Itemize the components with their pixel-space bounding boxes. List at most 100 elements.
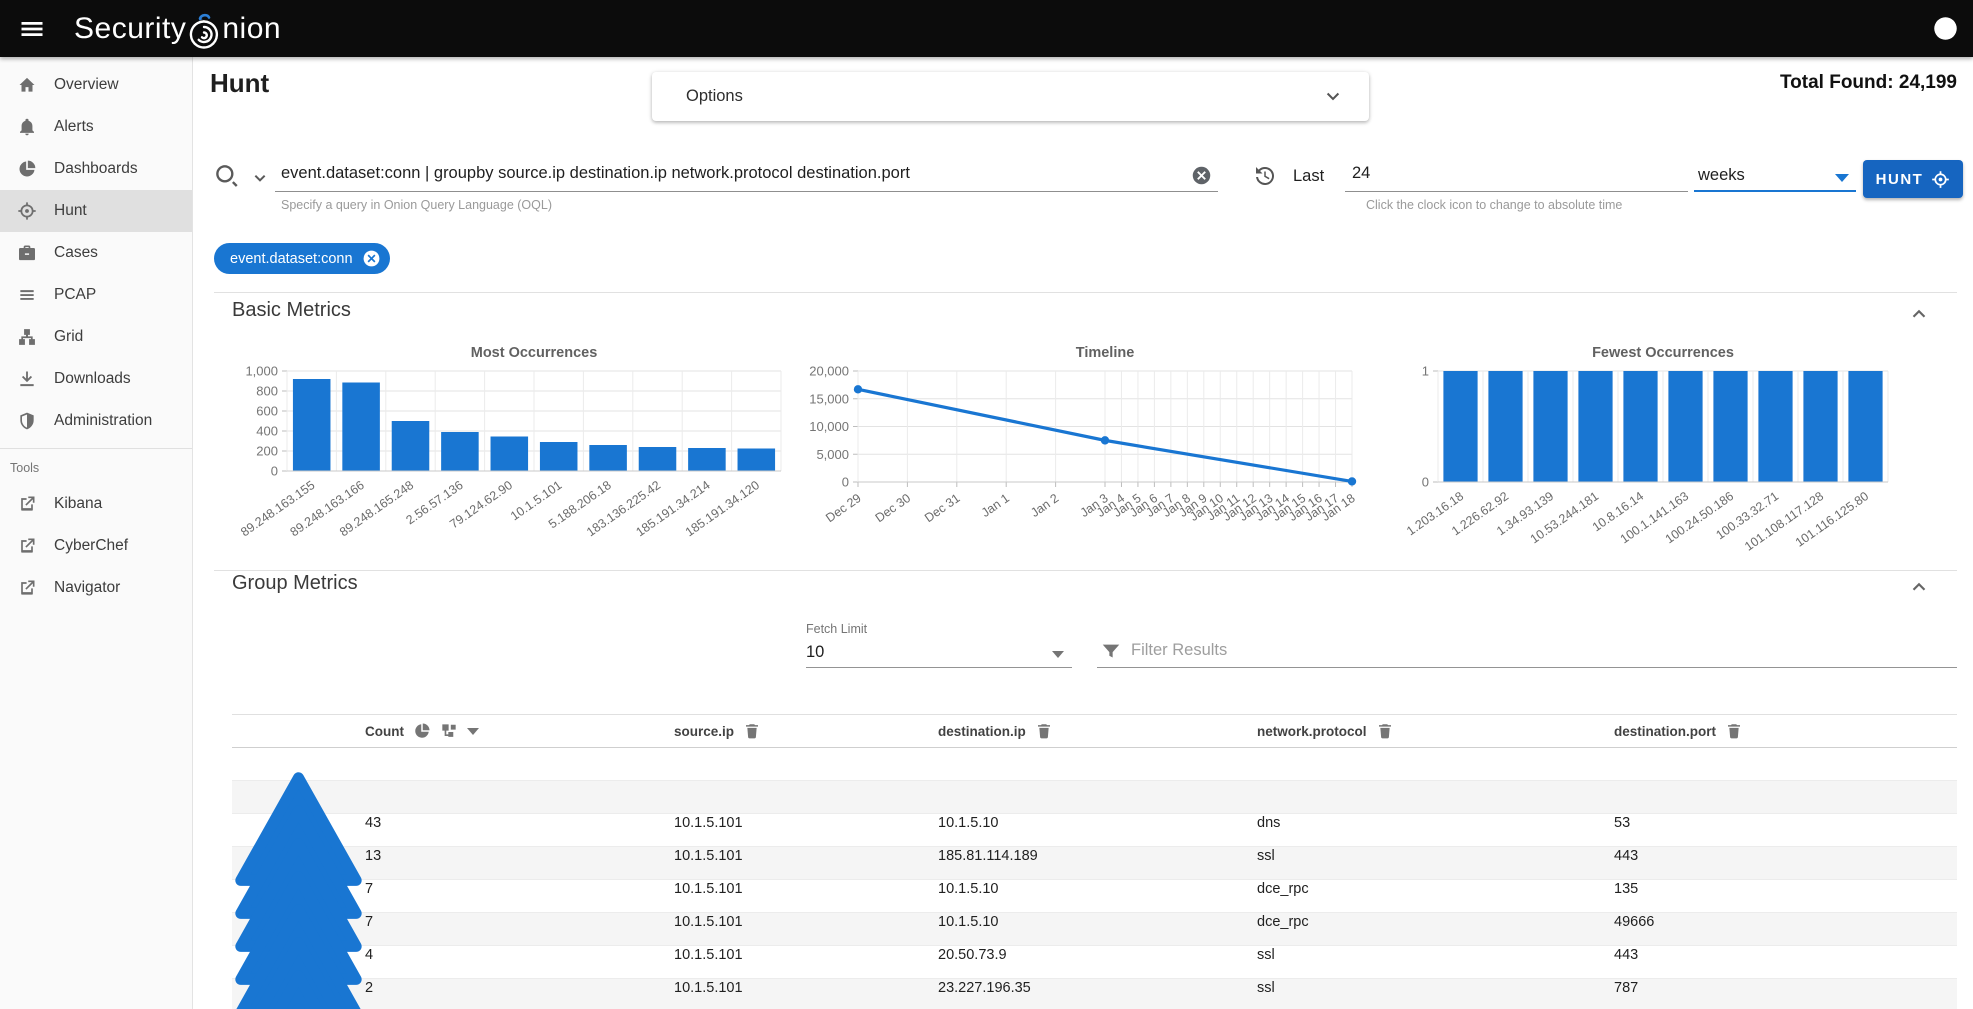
filter-chip[interactable]: event.dataset:conn xyxy=(214,243,390,274)
table-row: 210.1.5.10110.1.5.10krb,dce_rpc,gssapi,s… xyxy=(232,946,1957,1009)
cell-network_protocol[interactable]: ssl xyxy=(1257,847,1275,864)
time-underline xyxy=(1345,191,1688,192)
cell-destination_ip[interactable]: 10.1.5.10 xyxy=(938,814,999,831)
sidebar: Overview Alerts Dashboards Hunt Cases PCAP Gri… xyxy=(0,57,193,1009)
sidebar-item-label: Navigator xyxy=(54,579,121,596)
sidebar-item-kibana[interactable]: Kibana xyxy=(0,483,192,525)
fetch-limit-select[interactable]: 10 xyxy=(806,643,825,661)
query-input[interactable] xyxy=(281,164,1176,183)
sidebar-item-label: Cases xyxy=(54,244,98,261)
cell-count[interactable]: 7 xyxy=(365,913,374,930)
group-metrics-collapse-icon[interactable] xyxy=(1908,576,1930,598)
cell-count[interactable]: 7 xyxy=(365,880,374,897)
trash-icon[interactable] xyxy=(1035,722,1053,740)
cell-destination_ip[interactable]: 185.81.114.189 xyxy=(938,847,1038,864)
cell-destination_ip[interactable]: 20.50.73.9 xyxy=(938,946,1007,963)
fetch-limit-label: Fetch Limit xyxy=(806,622,868,636)
sidebar-item-hunt[interactable]: Hunt xyxy=(0,190,192,232)
cell-destination_ip[interactable]: 10.1.5.10 xyxy=(938,913,999,930)
cell-network_protocol[interactable]: dce_rpc xyxy=(1257,913,1309,930)
cell-destination_port[interactable]: 49666 xyxy=(1614,913,1655,930)
basic-metrics-collapse-icon[interactable] xyxy=(1908,303,1930,325)
hunt-button-label: HUNT xyxy=(1875,170,1924,188)
options-panel[interactable]: Options xyxy=(652,72,1369,121)
trash-icon[interactable] xyxy=(1725,722,1743,740)
sidebar-item-overview[interactable]: Overview xyxy=(0,64,192,106)
clear-query-icon[interactable] xyxy=(1191,165,1212,186)
account-icon[interactable] xyxy=(1932,15,1959,42)
sidebar-item-alerts[interactable]: Alerts xyxy=(0,106,192,148)
cell-destination_port[interactable]: 53 xyxy=(1614,814,1631,831)
column-label-destination_port[interactable]: destination.port xyxy=(1614,723,1716,739)
svg-text:400: 400 xyxy=(256,424,278,439)
cell-destination_port[interactable]: 443 xyxy=(1614,946,1639,963)
svg-text:Dec 29: Dec 29 xyxy=(823,491,864,525)
cell-destination_port[interactable]: 787 xyxy=(1614,979,1639,996)
sidebar-item-administration[interactable]: Administration xyxy=(0,400,192,442)
cell-source_ip[interactable]: 10.1.5.101 xyxy=(674,814,743,831)
sidebar-item-label: Alerts xyxy=(54,118,94,135)
sidebar-item-label: Hunt xyxy=(54,202,87,219)
hunt-button[interactable]: HUNT xyxy=(1863,160,1963,198)
sidebar-item-cases[interactable]: Cases xyxy=(0,232,192,274)
cell-count[interactable]: 13 xyxy=(365,847,382,864)
trash-icon[interactable] xyxy=(1376,722,1394,740)
trash-icon[interactable] xyxy=(743,722,761,740)
search-icon[interactable] xyxy=(214,163,240,189)
cell-network_protocol[interactable]: ssl xyxy=(1257,979,1275,996)
cell-count[interactable]: 4 xyxy=(365,946,374,963)
cell-destination_ip[interactable]: 23.227.196.35 xyxy=(938,979,1031,996)
pie-chart-icon[interactable] xyxy=(413,722,431,740)
cell-source_ip[interactable]: 10.1.5.101 xyxy=(674,880,743,897)
sidebar-item-cyberchef[interactable]: CyberChef xyxy=(0,525,192,567)
cell-network_protocol[interactable]: ssl xyxy=(1257,946,1275,963)
sidebar-item-downloads[interactable]: Downloads xyxy=(0,358,192,400)
pie-chart-icon xyxy=(17,159,37,179)
svg-text:600: 600 xyxy=(256,404,278,419)
warning-icon[interactable] xyxy=(232,995,365,1009)
caret-down-icon[interactable] xyxy=(466,727,479,735)
cell-network_protocol[interactable]: dns xyxy=(1257,814,1281,831)
query-history-chevron-icon[interactable] xyxy=(252,170,268,186)
bell-icon xyxy=(17,117,37,137)
sidebar-item-navigator[interactable]: Navigator xyxy=(0,567,192,609)
sidebar-item-dashboards[interactable]: Dashboards xyxy=(0,148,192,190)
time-unit-dropdown-arrow-icon[interactable] xyxy=(1835,174,1849,182)
filter-results-input[interactable] xyxy=(1131,641,1921,660)
column-label-count[interactable]: Count xyxy=(365,723,404,739)
brand-text-left: Security xyxy=(74,11,187,45)
svg-text:1,000: 1,000 xyxy=(245,364,278,379)
cell-destination_port[interactable]: 135 xyxy=(1614,880,1639,897)
chart-title-most-occurrences: Most Occurrences xyxy=(470,345,598,361)
cell-destination_ip[interactable]: 10.1.5.10 xyxy=(938,880,999,897)
cell-network_protocol[interactable]: dce_rpc xyxy=(1257,880,1309,897)
basic-metrics-title: Basic Metrics xyxy=(232,299,351,321)
time-unit-select[interactable]: weeks xyxy=(1698,166,1745,184)
sidebar-item-pcap[interactable]: PCAP xyxy=(0,274,192,316)
cell-count[interactable]: 2 xyxy=(365,979,374,996)
sidebar-item-label: Overview xyxy=(54,76,119,93)
cell-source_ip[interactable]: 10.1.5.101 xyxy=(674,946,743,963)
svg-text:0: 0 xyxy=(842,475,849,490)
column-label-source_ip[interactable]: source.ip xyxy=(674,723,735,739)
cell-source_ip[interactable]: 10.1.5.101 xyxy=(674,913,743,930)
warning-icon[interactable] xyxy=(232,962,365,1009)
cell-count[interactable]: 43 xyxy=(365,814,382,831)
time-value-input[interactable] xyxy=(1352,164,1672,183)
history-clock-icon[interactable] xyxy=(1252,164,1276,188)
column-label-network_protocol[interactable]: network.protocol xyxy=(1257,723,1367,739)
svg-text:0: 0 xyxy=(1422,475,1429,490)
time-range-label: Last xyxy=(1293,167,1325,185)
cell-source_ip[interactable]: 10.1.5.101 xyxy=(674,979,743,996)
fetch-limit-dropdown-arrow-icon[interactable] xyxy=(1052,651,1064,658)
cell-source_ip[interactable]: 10.1.5.101 xyxy=(674,847,743,864)
chip-close-icon[interactable] xyxy=(362,249,381,268)
sidebar-item-grid[interactable]: Grid xyxy=(0,316,192,358)
column-label-destination_ip[interactable]: destination.ip xyxy=(938,723,1026,739)
sidebar-nav: Overview Alerts Dashboards Hunt Cases PCAP Gri… xyxy=(0,64,192,442)
chevron-down-icon[interactable] xyxy=(1323,86,1343,106)
cell-destination_port[interactable]: 443 xyxy=(1614,847,1639,864)
groupby-icon[interactable] xyxy=(440,722,458,740)
hamburger-menu-icon[interactable] xyxy=(18,15,46,43)
